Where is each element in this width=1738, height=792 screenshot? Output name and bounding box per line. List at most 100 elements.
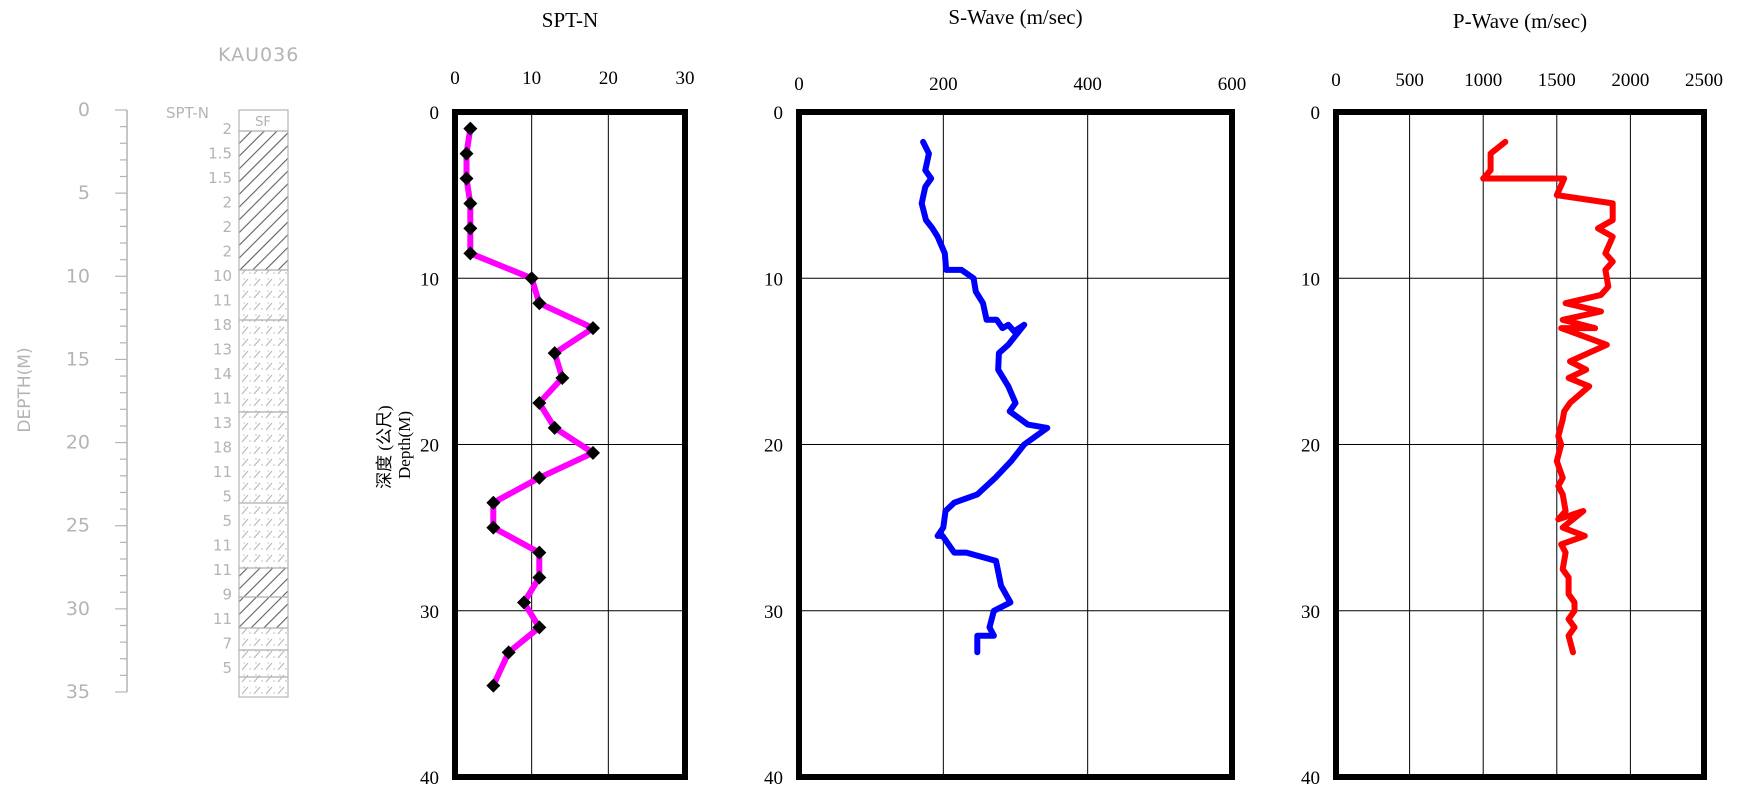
series-line — [1480, 138, 1616, 656]
plot-frame — [452, 109, 688, 780]
spt-value-label: 5 — [222, 659, 232, 677]
spt-value-label: 11 — [213, 463, 232, 481]
spt-value-label: 11 — [213, 610, 232, 628]
depth-axis-title-line1: 深度 (公尺) — [375, 405, 394, 489]
spt-value-label: 14 — [213, 365, 232, 383]
data-point-marker — [459, 171, 474, 186]
data-point-marker — [532, 296, 547, 311]
y-tick-label: 10 — [420, 269, 439, 290]
data-point-marker — [532, 620, 547, 635]
y-tick-label: 30 — [764, 602, 783, 623]
spt-value-label: 10 — [213, 267, 232, 285]
y-tick-label: 10 — [764, 269, 783, 290]
chart-title: SPT-N — [542, 8, 598, 32]
x-tick-label: 600 — [1218, 74, 1247, 95]
spt-value-label: 5 — [222, 488, 232, 506]
spt-value-label: 11 — [213, 561, 232, 579]
spt-value-label: 18 — [213, 316, 232, 334]
y-tick-label: 20 — [420, 436, 439, 457]
x-tick-label: 0 — [794, 74, 804, 95]
data-point-marker — [547, 346, 562, 361]
y-tick-label: 40 — [1301, 768, 1320, 789]
x-tick-label: 2500 — [1685, 70, 1723, 91]
spt-value-label: 2 — [222, 120, 232, 138]
y-tick-label: 30 — [1301, 602, 1320, 623]
depth-scale-label: 30 — [66, 598, 90, 620]
x-tick-label: 400 — [1073, 74, 1102, 95]
soil-layer — [238, 269, 289, 321]
series-line — [918, 138, 1051, 656]
borehole-id: KAU036 — [218, 44, 299, 66]
depth-scale-label: 0 — [78, 99, 90, 121]
plot-frame — [1333, 109, 1707, 780]
data-point-marker — [524, 271, 539, 286]
y-tick-label: 0 — [430, 103, 440, 124]
soil-layer — [238, 502, 289, 569]
spt-value-label: 5 — [222, 512, 232, 530]
soil-layer — [238, 567, 289, 598]
x-tick-label: 30 — [676, 68, 695, 89]
chart-title: S-Wave (m/sec) — [948, 5, 1082, 29]
y-tick-label: 40 — [420, 768, 439, 789]
data-point-marker — [486, 495, 501, 510]
depth-scale-label: 20 — [66, 432, 90, 454]
data-point-marker — [459, 146, 474, 161]
data-point-marker — [486, 520, 501, 535]
y-tick-label: 20 — [1301, 436, 1320, 457]
data-point-marker — [532, 470, 547, 485]
depth-scale-label: 10 — [66, 265, 90, 287]
data-point-marker — [532, 395, 547, 410]
data-point-marker — [555, 371, 570, 385]
data-point-marker — [517, 595, 531, 610]
plot-frame — [796, 109, 1235, 780]
x-tick-label: 2000 — [1611, 70, 1649, 91]
x-tick-label: 0 — [1331, 70, 1341, 91]
soil-layer — [238, 676, 289, 698]
data-point-marker — [532, 545, 547, 560]
y-tick-label: 0 — [1311, 103, 1321, 124]
y-tick-label: 20 — [764, 436, 783, 457]
data-point-marker — [486, 678, 501, 693]
data-point-marker — [586, 445, 600, 460]
soil-layer — [238, 411, 289, 504]
fill-layer-label: SF — [255, 115, 271, 130]
spt-value-label: 1.5 — [208, 145, 232, 163]
depth-scale-label: 5 — [78, 182, 90, 204]
x-tick-label: 10 — [522, 68, 541, 89]
x-tick-label: 1000 — [1464, 70, 1502, 91]
data-point-marker — [586, 321, 600, 336]
y-tick-label: 10 — [1301, 269, 1320, 290]
x-tick-label: 200 — [929, 74, 958, 95]
y-tick-label: 40 — [764, 768, 783, 789]
spt-value-label: 2 — [222, 218, 232, 236]
x-tick-label: 20 — [599, 68, 618, 89]
spt-value-label: 18 — [213, 439, 232, 457]
spt-value-label: 13 — [213, 414, 232, 432]
p-wave-chart: P-Wave (m/sec) 0 500 1000 1500 2000 2500 0 10 20 3… — [1301, 9, 1723, 789]
spt-n-chart: SPT-N 0 10 20 30 0 10 20 30 40 — [420, 8, 695, 789]
y-tick-label: 30 — [420, 602, 439, 623]
soil-layer — [238, 596, 289, 629]
spt-value-label: 7 — [222, 635, 232, 653]
soil-layer — [238, 627, 289, 651]
depth-scale-label: 25 — [66, 515, 90, 537]
data-point-marker — [463, 246, 478, 261]
spt-column-header: SPT-N — [166, 104, 209, 122]
x-tick-label: 500 — [1395, 70, 1424, 91]
chart-title: P-Wave (m/sec) — [1453, 9, 1587, 33]
data-point-marker — [532, 570, 547, 585]
data-point-marker — [463, 196, 478, 211]
data-point-marker — [463, 121, 478, 136]
soil-layer — [238, 319, 289, 413]
s-wave-chart: S-Wave (m/sec) 0 200 400 600 0 10 20 30 40 — [764, 5, 1246, 789]
depth-axis-title-line2: Depth(M) — [395, 411, 414, 479]
data-point-marker — [547, 420, 562, 435]
data-point-marker — [463, 221, 478, 236]
spt-value-label: 11 — [213, 537, 232, 555]
spt-value-label: 2 — [222, 194, 232, 212]
x-tick-label: 1500 — [1538, 70, 1576, 91]
x-tick-label: 0 — [450, 68, 460, 89]
spt-value-label: 11 — [213, 390, 232, 408]
